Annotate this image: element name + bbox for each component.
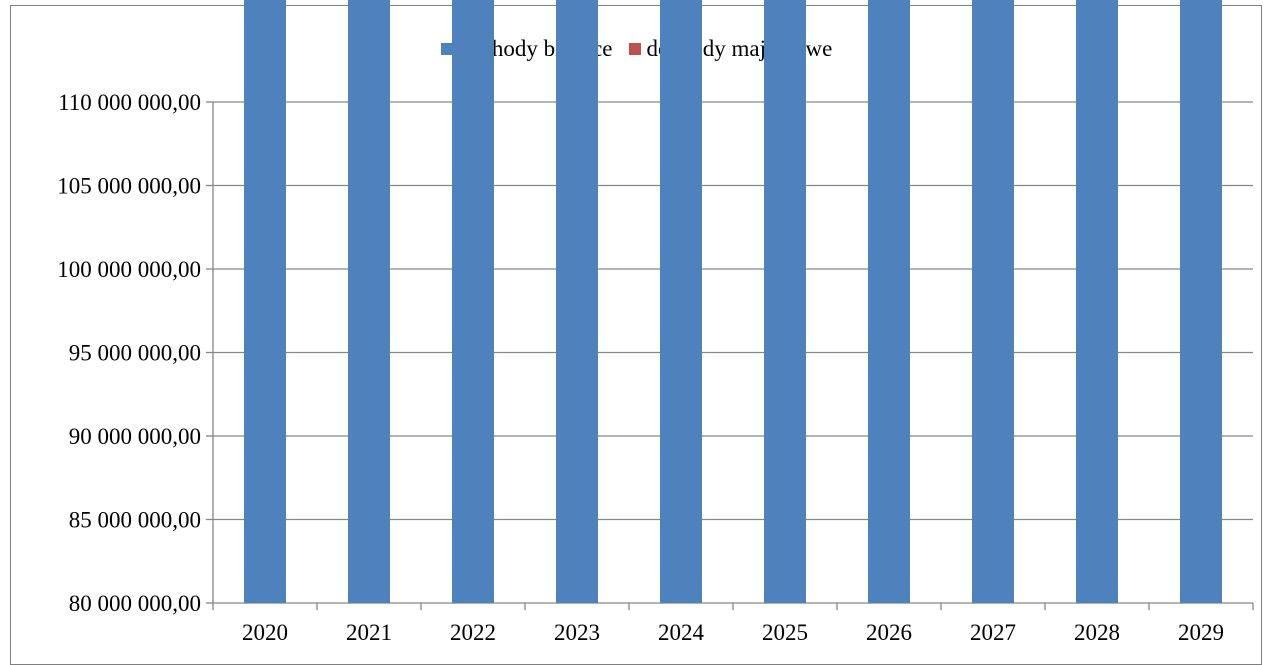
y-tick-label-4: 100 000 000,00 [57,257,201,282]
bar-dochody-biezace-2023 [556,0,598,603]
y-tick-label-2: 90 000 000,00 [69,424,201,449]
bar-dochody-biezace-2029 [1180,0,1222,603]
y-tick-label-5: 105 000 000,00 [57,174,201,199]
x-tick-label-2021: 2021 [346,620,392,645]
legend-swatch-dochody-biezace [440,43,453,55]
x-tick-label-2027: 2027 [970,620,1016,645]
x-tick-label-2024: 2024 [658,620,705,645]
bar-dochody-biezace-2024 [660,0,702,603]
bar-dochody-biezace-2028 [1076,0,1118,603]
y-tick-label-6: 110 000 000,00 [58,90,201,115]
y-tick-label-3: 95 000 000,00 [69,341,201,366]
x-tick-label-2029: 2029 [1178,620,1224,645]
y-tick-label-1: 85 000 000,00 [69,508,201,533]
chart-frame [10,5,1262,665]
bar-dochody-biezace-2022 [452,0,494,604]
x-tick-label-2022: 2022 [450,620,496,645]
x-tick-label-2020: 2020 [242,620,288,645]
x-tick-label-2028: 2028 [1074,620,1120,645]
bar-dochody-biezace-2021 [348,0,390,603]
x-tick-label-2023: 2023 [554,620,600,645]
bar-dochody-biezace-2026 [868,0,910,603]
legend-swatch-dochody-majatkowe [628,43,641,55]
x-tick-label-2026: 2026 [866,620,912,645]
y-tick-label-0: 80 000 000,00 [69,591,201,616]
bar-dochody-biezace-2025 [764,0,806,603]
x-tick-label-2025: 2025 [762,620,808,645]
bar-dochody-biezace-2020 [244,0,286,604]
bar-dochody-biezace-2027 [972,0,1014,603]
